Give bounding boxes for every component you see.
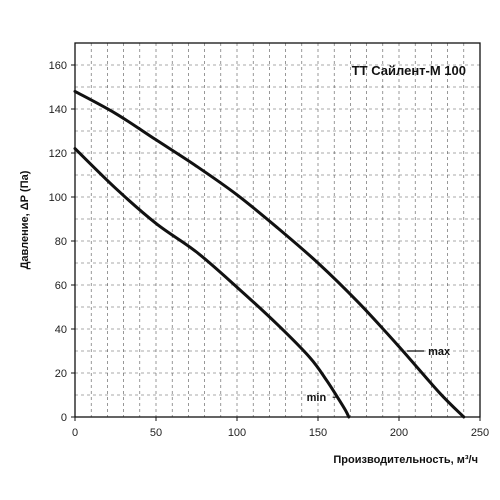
y-tick-label: 120: [49, 148, 67, 160]
series-line-max: [73, 89, 466, 419]
x-tick-label: 150: [309, 427, 327, 439]
y-tick-label: 40: [55, 324, 67, 336]
x-tick-label: 0: [72, 427, 78, 439]
x-tick-label: 50: [150, 427, 162, 439]
y-axis-label: Давление, ΔР (Па): [19, 170, 31, 269]
curve-label-min: min: [307, 392, 327, 404]
chart-title: ТТ Сайлент-М 100: [352, 63, 466, 78]
y-tick-label: 0: [61, 412, 67, 424]
x-tick-label: 200: [390, 427, 408, 439]
series: [73, 89, 466, 419]
curve-label-max: max: [428, 346, 451, 358]
y-tick-label: 20: [55, 368, 67, 380]
x-tick-label: 250: [471, 427, 489, 439]
x-tick-label: 100: [228, 427, 246, 439]
axis-ticks: 0 50 100 150 200 250 0 20 40 60 80 100 120 140 160: [49, 60, 490, 439]
y-tick-label: 100: [49, 192, 67, 204]
y-tick-label: 80: [55, 236, 67, 248]
y-tick-label: 60: [55, 280, 67, 292]
y-tick-label: 160: [49, 60, 67, 72]
annotations: max min: [307, 346, 451, 404]
plot-frame: [74, 42, 481, 418]
y-tick-label: 140: [49, 104, 67, 116]
x-axis-label: Производительность, м³/ч: [333, 454, 478, 466]
grid: [75, 43, 480, 417]
series-line-min: [73, 147, 351, 419]
